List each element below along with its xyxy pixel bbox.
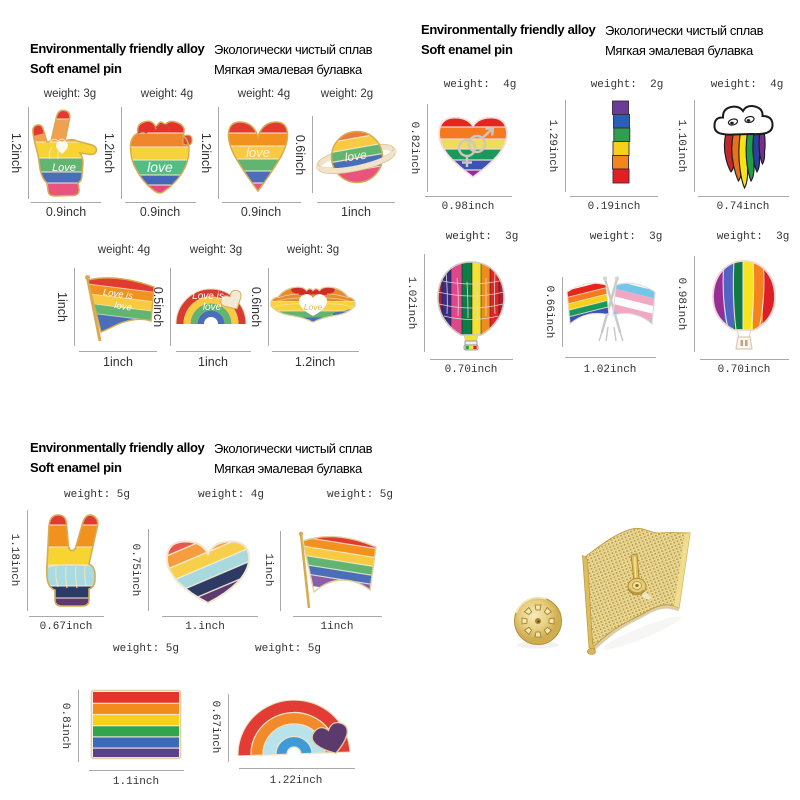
svg-text:Love: Love	[52, 162, 76, 174]
svg-text:Love: Love	[304, 302, 323, 312]
svg-text:Love is: Love is	[192, 291, 224, 302]
svg-text:love: love	[147, 159, 173, 175]
svg-text:love: love	[246, 145, 270, 160]
svg-text:love: love	[203, 302, 222, 313]
svg-text:Love is: Love is	[102, 287, 134, 302]
svg-text:love: love	[344, 148, 368, 165]
svg-text:love: love	[114, 300, 133, 313]
